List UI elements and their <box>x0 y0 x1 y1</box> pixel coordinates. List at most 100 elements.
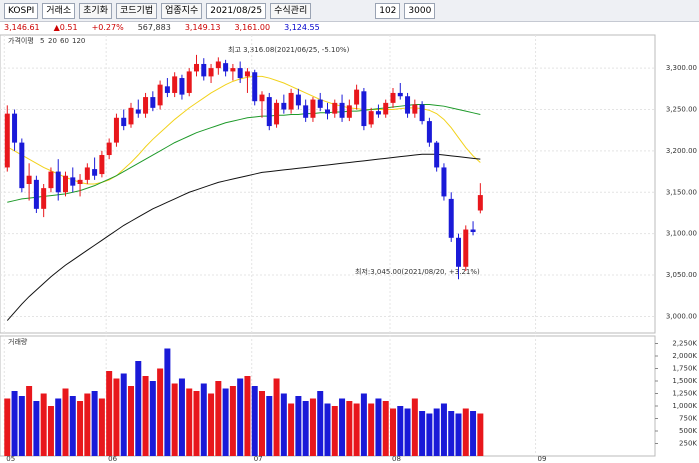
volume-bar <box>171 383 178 456</box>
candle-body <box>12 113 18 143</box>
v-tick-label: 1,000K <box>672 402 697 410</box>
v-tick-label: 1,500K <box>672 377 697 385</box>
volume-bar <box>368 403 375 456</box>
volume-bar <box>346 401 353 456</box>
volume-bar <box>440 403 447 456</box>
candle-body <box>434 142 440 168</box>
candle-body <box>26 175 32 184</box>
volume-bar <box>4 398 11 456</box>
candle-body <box>390 92 396 103</box>
candle-body <box>179 78 185 95</box>
info: 3,149.13 <box>184 23 221 32</box>
volume-bar <box>353 403 360 456</box>
candle-body <box>426 121 432 143</box>
volume-bar <box>251 386 258 456</box>
candle-body <box>223 63 229 72</box>
x-tick-label: 06 <box>108 455 117 463</box>
legend: 가격이평 <box>8 36 34 45</box>
volume-bar <box>164 348 171 456</box>
y-tick-label: 3,200.00 <box>666 147 697 155</box>
v-tick-label: 2,000K <box>672 352 697 360</box>
candle-body <box>339 102 345 118</box>
moving-average <box>7 75 481 185</box>
volume-bar <box>324 403 331 456</box>
candle-body <box>41 188 47 209</box>
code-input[interactable]: KOSPI <box>4 2 39 19</box>
volume-bar <box>470 411 477 456</box>
legend: 5 <box>40 37 44 45</box>
volume-bar <box>462 408 469 456</box>
candle-body <box>252 72 258 102</box>
volume-bar <box>426 413 433 456</box>
candle-body <box>361 91 367 127</box>
candle-body <box>412 104 418 114</box>
volume-bar <box>397 406 404 456</box>
volume-bar <box>419 411 426 456</box>
v-tick-label: 1,750K <box>672 365 697 373</box>
volume-bar <box>98 398 105 456</box>
candle-body <box>194 63 199 72</box>
date-input[interactable]: 2021/08/25 <box>206 2 267 19</box>
candle-body <box>19 142 25 189</box>
candle-body <box>281 102 287 110</box>
volume-bar <box>33 401 40 456</box>
volume-title: 거래량 <box>8 337 28 346</box>
volume-bar <box>360 393 367 456</box>
candle-body <box>295 94 301 106</box>
volume-bar <box>120 373 127 456</box>
span-input[interactable]: 3000 <box>404 2 436 19</box>
candle-body <box>470 229 476 233</box>
count-input[interactable]: 102 <box>375 2 401 19</box>
volume-bar <box>69 396 76 456</box>
market[interactable]: 거래소 <box>42 2 76 19</box>
candle-body <box>303 105 309 118</box>
volume-bar <box>455 413 462 456</box>
y-tick-label: 3,250.00 <box>666 106 697 114</box>
v-tick-label: 250K <box>679 440 697 448</box>
volume-bar <box>26 386 33 456</box>
button[interactable]: 코드기법 <box>115 2 158 19</box>
candle-body <box>375 111 381 115</box>
volume-bar <box>106 371 113 456</box>
volume-bar <box>433 408 440 456</box>
candle-body <box>99 155 105 175</box>
candle-body <box>266 97 272 127</box>
candle-body <box>215 61 221 69</box>
volume-bar <box>295 396 302 456</box>
volume-bar <box>229 386 236 456</box>
volume-bar <box>273 378 280 456</box>
candle-body <box>310 99 316 118</box>
volume-bar <box>331 406 338 456</box>
moving-average <box>6 153 481 321</box>
button[interactable]: 수식관리 <box>270 2 312 19</box>
volume-bar <box>477 413 484 456</box>
candle-body <box>383 102 389 115</box>
volume-bar <box>244 376 251 456</box>
button[interactable]: 초기화 <box>79 2 112 19</box>
candle-body <box>368 111 374 125</box>
y-tick-label: 3,100.00 <box>666 230 697 238</box>
candle-body <box>397 92 403 97</box>
volume-bar <box>149 381 156 456</box>
candle-body <box>317 99 323 108</box>
volume-bar <box>309 398 316 456</box>
volume-bar <box>11 391 18 456</box>
candle-body <box>164 86 170 93</box>
button[interactable]: 업종지수 <box>161 2 203 19</box>
volume-bar <box>222 388 229 456</box>
v-tick-label: 500K <box>679 427 697 435</box>
volume-bar <box>135 361 142 456</box>
candle-body <box>143 97 149 114</box>
volume-bar <box>411 398 418 456</box>
candle-body <box>157 84 163 106</box>
y-tick-label: 3,000.00 <box>666 312 697 320</box>
volume-bar <box>62 388 69 456</box>
candle-body <box>172 76 178 93</box>
volume-bar <box>448 411 455 456</box>
candle-body <box>346 105 352 118</box>
candle-body <box>477 195 483 211</box>
annotation: 최저:3,045.00(2021/08/20, +3.21%) <box>355 267 480 276</box>
candle-body <box>150 97 156 108</box>
volume-bar <box>200 383 207 456</box>
candle-body <box>63 175 68 193</box>
